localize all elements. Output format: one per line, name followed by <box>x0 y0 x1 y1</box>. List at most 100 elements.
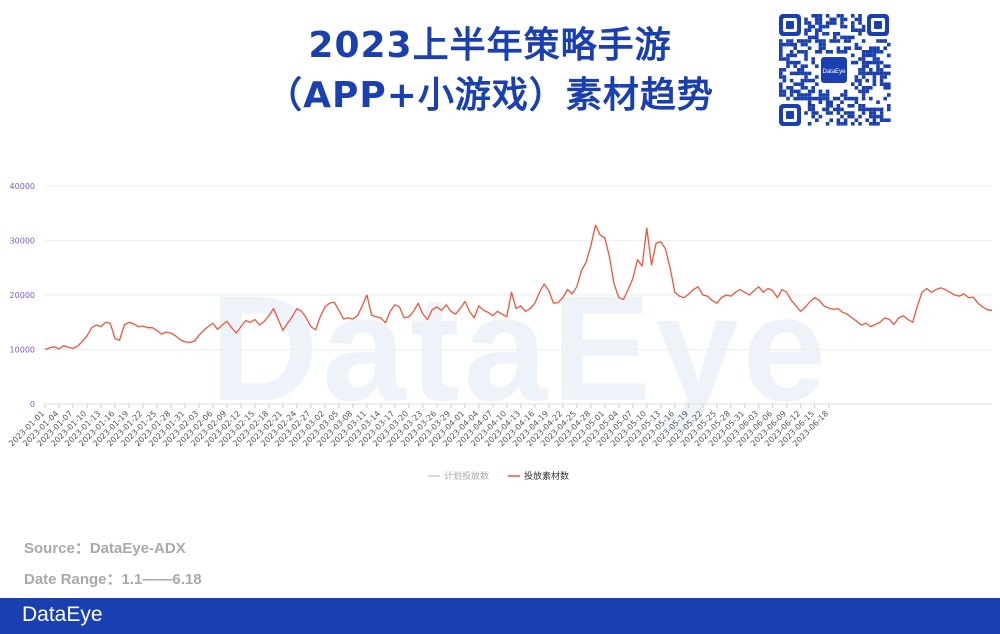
qr-module <box>815 96 819 101</box>
qr-module <box>815 39 819 43</box>
qr-module <box>861 86 866 90</box>
qr-module <box>825 50 830 54</box>
qr-module <box>843 96 848 101</box>
qr-module <box>861 96 866 101</box>
qr-module <box>797 50 801 54</box>
qr-module <box>779 50 783 54</box>
qr-module <box>782 75 787 79</box>
qr-module <box>789 93 794 97</box>
qr-module <box>851 122 855 126</box>
qr-module <box>786 42 790 47</box>
qr-module <box>840 50 844 54</box>
qr-module <box>879 78 884 83</box>
qr-module <box>811 107 815 112</box>
qr-module <box>876 122 880 126</box>
qr-modules <box>779 14 891 126</box>
qr-module <box>865 50 869 54</box>
qr-module <box>869 86 873 90</box>
qr-module <box>869 96 873 101</box>
qr-module <box>869 114 873 119</box>
qr-module <box>793 42 797 47</box>
qr-module <box>815 21 819 25</box>
qr-module <box>779 57 783 61</box>
qr-module <box>833 21 837 25</box>
qr-module <box>804 86 808 90</box>
qr-module <box>815 17 819 22</box>
y-tick-label: 30000 <box>10 237 35 246</box>
qr-module <box>869 68 873 72</box>
qr-module <box>872 71 877 76</box>
qr-module <box>851 60 855 65</box>
qr-module <box>829 50 833 54</box>
qr-module <box>861 75 866 79</box>
qr-module <box>836 39 841 43</box>
y-tick-label: 0 <box>30 400 35 409</box>
qr-module <box>782 89 787 94</box>
qr-module <box>800 68 805 72</box>
qr-module <box>779 75 783 79</box>
qr-module <box>807 35 812 40</box>
line-chart: 0 10000 20000 30000 40000 2023-01-012023-01-… <box>7 182 993 482</box>
qr-module <box>843 122 848 126</box>
qr-module <box>804 93 808 97</box>
qr-module <box>815 50 819 54</box>
chart-grid <box>45 185 992 405</box>
qr-module <box>872 57 877 61</box>
y-tick-label: 40000 <box>10 182 35 191</box>
qr-module <box>843 93 848 97</box>
qr-module <box>779 68 783 72</box>
qr-module <box>797 39 801 43</box>
qr-module <box>815 111 819 115</box>
qr-module <box>843 39 848 43</box>
qr-module <box>800 93 805 97</box>
qr-module <box>861 64 866 68</box>
qr-module <box>807 89 812 94</box>
qr-module <box>822 93 826 97</box>
qr-module <box>851 104 855 108</box>
qr-module <box>797 89 801 94</box>
qr-module <box>779 46 783 50</box>
qr-module <box>858 14 862 18</box>
qr-module <box>807 24 812 29</box>
qr-module <box>789 53 794 58</box>
qr-module <box>815 75 819 79</box>
qr-module <box>822 107 826 112</box>
qr-module <box>815 64 819 68</box>
qr-module <box>807 122 812 126</box>
qr-module <box>789 39 794 43</box>
qr-module <box>829 104 833 108</box>
qr-module <box>872 78 877 83</box>
qr-module <box>804 32 808 36</box>
qr-module <box>779 53 783 58</box>
qr-module <box>861 57 866 61</box>
qr-module <box>793 46 797 50</box>
qr-module <box>822 24 826 29</box>
qr-module <box>876 100 880 104</box>
qr-module <box>811 96 815 101</box>
qr-module <box>858 46 862 50</box>
qr-module <box>861 89 866 94</box>
qr-module <box>851 14 855 18</box>
qr-module <box>818 28 823 32</box>
qr-module <box>858 28 862 32</box>
qr-module <box>804 21 808 25</box>
qr-module <box>887 93 891 97</box>
qr-module <box>804 75 808 79</box>
qr-module <box>825 96 830 101</box>
qr-module <box>815 14 819 18</box>
qr-module <box>793 64 797 68</box>
qr-module <box>829 111 833 115</box>
qr-module <box>858 89 862 94</box>
qr-module <box>818 42 823 47</box>
qr-finder-bottom-left <box>779 104 801 126</box>
qr-module <box>879 82 884 86</box>
qr-module <box>800 50 805 54</box>
qr-module <box>876 114 880 119</box>
qr-module <box>879 118 884 122</box>
qr-module <box>811 14 815 18</box>
qr-module <box>833 96 837 101</box>
qr-module <box>825 111 830 115</box>
qr-module <box>789 86 794 90</box>
qr-module <box>872 114 877 119</box>
qr-module <box>847 46 851 50</box>
